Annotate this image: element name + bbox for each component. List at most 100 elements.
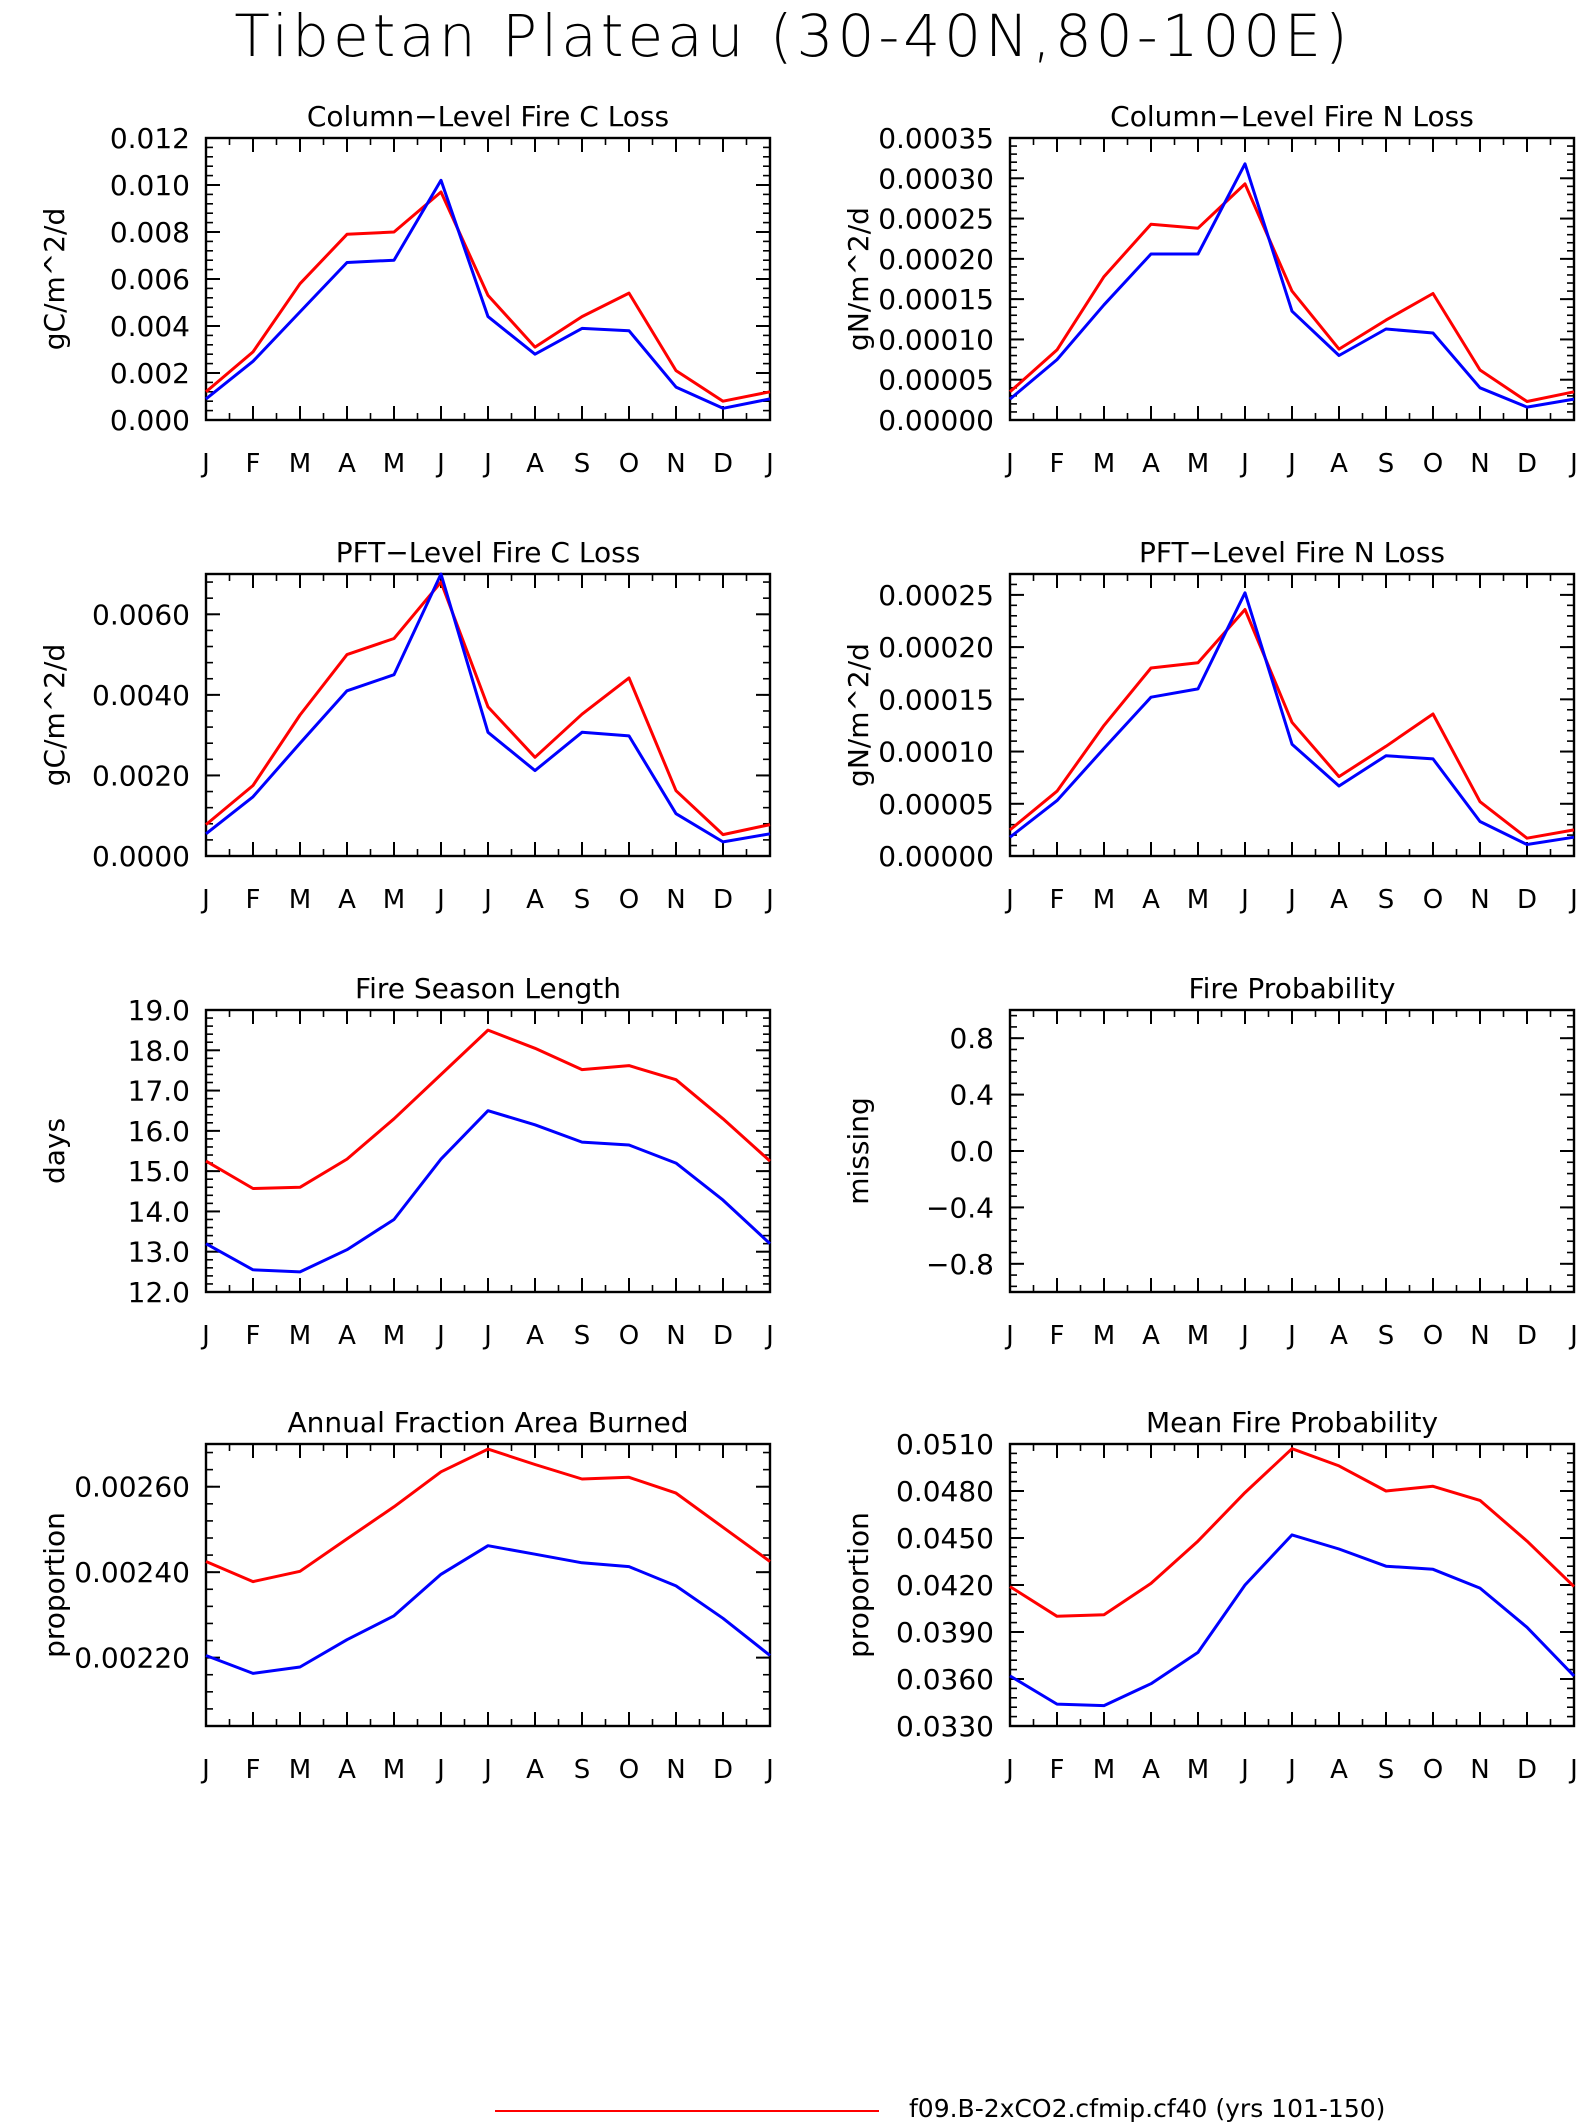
y-tick-label: 0.0480 bbox=[896, 1475, 994, 1508]
x-tick-label: J bbox=[435, 1321, 445, 1351]
x-tick-label: A bbox=[338, 885, 356, 915]
x-tick-label: J bbox=[1239, 449, 1249, 479]
y-tick-label: 0.00025 bbox=[878, 579, 994, 612]
x-tick-label: S bbox=[1378, 1755, 1395, 1785]
y-tick-label: 0.00000 bbox=[878, 404, 994, 437]
x-tick-label: M bbox=[1187, 449, 1209, 479]
x-tick-label: M bbox=[289, 449, 311, 479]
x-tick-label: J bbox=[1004, 885, 1014, 915]
chart-panel: J F M A M J J A S O N D J0.03300.03600.03900.04200.0… bbox=[842, 1406, 1578, 1785]
y-tick-label: 19.0 bbox=[128, 994, 190, 1027]
y-tick-label: 0.0360 bbox=[896, 1663, 994, 1696]
y-tick-label: 0.00000 bbox=[878, 840, 994, 873]
x-tick-label: O bbox=[1423, 1755, 1443, 1785]
x-tick-label: D bbox=[713, 885, 733, 915]
series-line bbox=[205, 572, 771, 844]
series-line bbox=[205, 1028, 772, 1190]
x-tick-label: J bbox=[1286, 1321, 1296, 1351]
x-tick-label: M bbox=[289, 1321, 311, 1351]
x-tick-label: A bbox=[526, 1755, 544, 1785]
x-tick-label: O bbox=[1423, 1321, 1443, 1351]
series-line bbox=[1009, 1533, 1576, 1708]
plot-frame bbox=[1008, 1442, 1576, 1728]
x-tick-label: N bbox=[666, 449, 685, 479]
x-tick-label: A bbox=[1142, 1321, 1160, 1351]
plot-frame bbox=[204, 1008, 772, 1294]
y-tick-label: 0.00015 bbox=[878, 283, 994, 316]
chart-title: Column−Level Fire C Loss bbox=[307, 100, 669, 133]
x-tick-label: O bbox=[619, 1321, 639, 1351]
x-tick-label: S bbox=[574, 1755, 591, 1785]
chart-title: Fire Season Length bbox=[355, 972, 621, 1005]
x-tick-label: A bbox=[526, 1321, 544, 1351]
x-tick-label: O bbox=[619, 885, 639, 915]
plot-frame bbox=[1008, 1008, 1576, 1294]
y-tick-label: 0.002 bbox=[110, 357, 190, 390]
x-tick-label: M bbox=[1093, 1321, 1115, 1351]
x-tick-label: O bbox=[619, 449, 639, 479]
series-line bbox=[205, 580, 771, 837]
y-tick-label: 0.0450 bbox=[896, 1522, 994, 1555]
y-tick-label: 15.0 bbox=[128, 1155, 190, 1188]
y-tick-label: 0.8 bbox=[949, 1022, 994, 1055]
y-tick-label: 0.0020 bbox=[92, 759, 190, 792]
y-axis-label: gN/m^2/d bbox=[842, 207, 875, 351]
x-tick-label: J bbox=[482, 1321, 492, 1351]
x-tick-label: J bbox=[1004, 449, 1014, 479]
x-tick-label: D bbox=[1517, 1321, 1537, 1351]
x-tick-label: F bbox=[246, 1321, 261, 1351]
x-tick-label: J bbox=[1568, 449, 1578, 479]
x-tick-label: M bbox=[1093, 885, 1115, 915]
x-tick-label: J bbox=[764, 1755, 774, 1785]
chart-title: PFT−Level Fire C Loss bbox=[336, 536, 641, 569]
x-tick-label: J bbox=[764, 885, 774, 915]
legend-line-swatch bbox=[495, 2110, 879, 2112]
y-axis-label: days bbox=[38, 1118, 71, 1184]
x-tick-label: J bbox=[435, 1755, 445, 1785]
x-tick-label: A bbox=[338, 1755, 356, 1785]
y-axis-label: proportion bbox=[842, 1512, 875, 1658]
x-tick-label: J bbox=[1568, 1755, 1578, 1785]
y-tick-label: 0.00020 bbox=[878, 243, 994, 276]
x-tick-label: A bbox=[1330, 1755, 1348, 1785]
x-tick-label: F bbox=[1050, 1755, 1065, 1785]
x-tick-label: J bbox=[200, 885, 210, 915]
x-tick-label: J bbox=[764, 1321, 774, 1351]
y-tick-label: 0.008 bbox=[110, 216, 190, 249]
y-tick-label: 0.00220 bbox=[74, 1642, 190, 1675]
y-tick-label: 0.0510 bbox=[896, 1428, 994, 1461]
y-tick-label: 0.0330 bbox=[896, 1710, 994, 1743]
x-tick-label: J bbox=[200, 1755, 210, 1785]
x-tick-label: J bbox=[482, 449, 492, 479]
y-tick-label: 0.00025 bbox=[878, 203, 994, 236]
y-tick-label: 0.00020 bbox=[878, 631, 994, 664]
x-tick-label: S bbox=[1378, 885, 1395, 915]
y-tick-label: 0.00005 bbox=[878, 788, 994, 821]
x-tick-label: M bbox=[289, 1755, 311, 1785]
x-tick-label: S bbox=[1378, 449, 1395, 479]
chart-panel: J F M A M J J A S O N D J12.013.014.015.016.017.018.… bbox=[38, 972, 774, 1351]
x-tick-label: J bbox=[1568, 885, 1578, 915]
y-tick-label: 0.00005 bbox=[878, 364, 994, 397]
x-tick-label: J bbox=[200, 1321, 210, 1351]
x-tick-label: M bbox=[383, 885, 405, 915]
y-tick-label: 0.006 bbox=[110, 263, 190, 296]
x-tick-label: S bbox=[1378, 1321, 1395, 1351]
x-tick-label: A bbox=[526, 885, 544, 915]
chart-panel: J F M A M J J A S O N D J0.002200.002400.00260Annual… bbox=[38, 1406, 774, 1785]
x-tick-label: J bbox=[1239, 885, 1249, 915]
chart-panel: J F M A M J J A S O N D J0.000000.000050.000100.0001… bbox=[842, 100, 1578, 479]
series-line bbox=[205, 190, 771, 403]
x-tick-label: J bbox=[1004, 1755, 1014, 1785]
x-tick-label: N bbox=[666, 1755, 685, 1785]
chart-title: Mean Fire Probability bbox=[1146, 1406, 1438, 1439]
y-axis-label: proportion bbox=[38, 1512, 71, 1658]
chart-title: Column−Level Fire N Loss bbox=[1110, 100, 1474, 133]
x-tick-label: J bbox=[1286, 449, 1296, 479]
series-line bbox=[1009, 591, 1575, 846]
y-tick-label: 0.012 bbox=[110, 122, 190, 155]
y-tick-label: 13.0 bbox=[128, 1236, 190, 1269]
y-tick-label: 17.0 bbox=[128, 1075, 190, 1108]
y-tick-label: 0.00010 bbox=[878, 323, 994, 356]
